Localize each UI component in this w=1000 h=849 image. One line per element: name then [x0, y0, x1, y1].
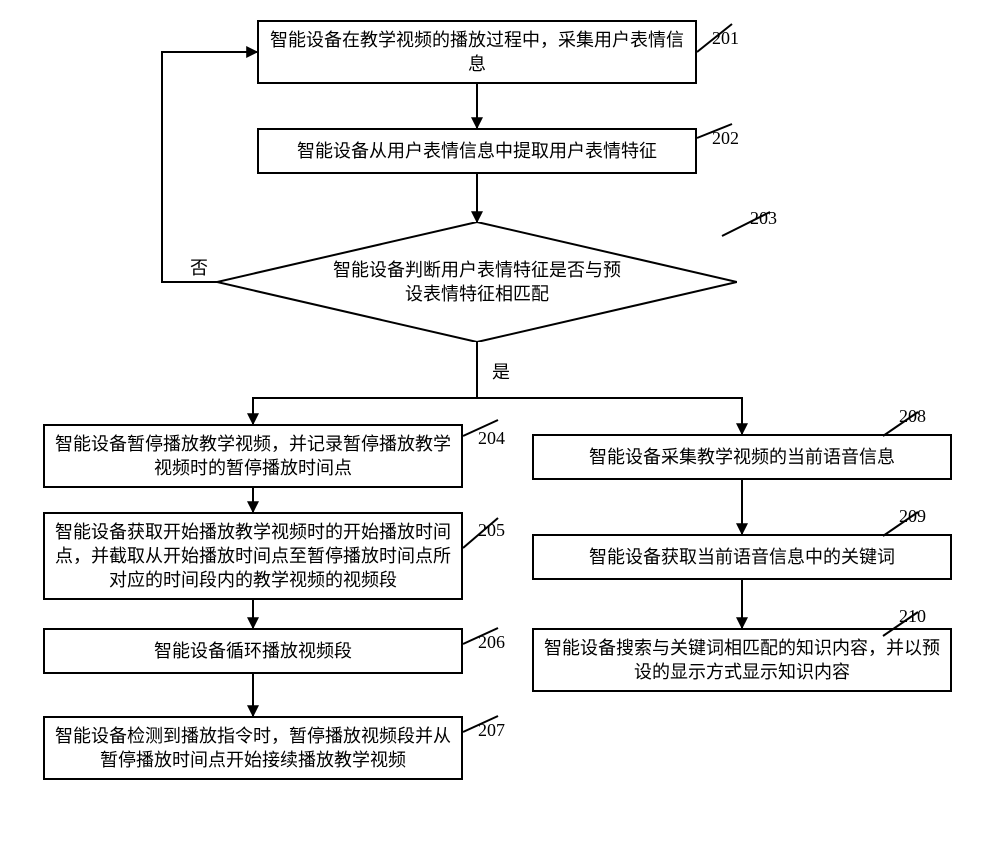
- node-202: 智能设备从用户表情信息中提取用户表情特征: [257, 128, 697, 174]
- node-207: 智能设备检测到播放指令时，暂停播放视频段并从暂停播放时间点开始接续播放教学视频: [43, 716, 463, 780]
- node-210: 智能设备搜索与关键词相匹配的知识内容，并以预设的显示方式显示知识内容: [532, 628, 952, 692]
- step-label-202: 202: [712, 128, 739, 149]
- node-205: 智能设备获取开始播放教学视频时的开始播放时间点，并截取从开始播放时间点至暂停播放…: [43, 512, 463, 600]
- node-209-text: 智能设备获取当前语音信息中的关键词: [589, 545, 895, 569]
- node-205-text: 智能设备获取开始播放教学视频时的开始播放时间点，并截取从开始播放时间点至暂停播放…: [53, 520, 453, 593]
- node-209: 智能设备获取当前语音信息中的关键词: [532, 534, 952, 580]
- node-204-text: 智能设备暂停播放教学视频，并记录暂停播放教学视频时的暂停播放时间点: [53, 432, 453, 481]
- node-206-text: 智能设备循环播放视频段: [154, 639, 352, 663]
- node-208-text: 智能设备采集教学视频的当前语音信息: [589, 445, 895, 469]
- step-label-208: 208: [899, 406, 926, 427]
- step-label-201: 201: [712, 28, 739, 49]
- node-202-text: 智能设备从用户表情信息中提取用户表情特征: [297, 139, 657, 163]
- node-203-text: 智能设备判断用户表情特征是否与预设表情特征相匹配: [327, 258, 627, 307]
- node-210-text: 智能设备搜索与关键词相匹配的知识内容，并以预设的显示方式显示知识内容: [542, 636, 942, 685]
- step-label-204: 204: [478, 428, 505, 449]
- step-label-207: 207: [478, 720, 505, 741]
- node-201-text: 智能设备在教学视频的播放过程中，采集用户表情信息: [267, 28, 687, 77]
- node-207-text: 智能设备检测到播放指令时，暂停播放视频段并从暂停播放时间点开始接续播放教学视频: [53, 724, 453, 773]
- step-label-203: 203: [750, 208, 777, 229]
- node-206: 智能设备循环播放视频段: [43, 628, 463, 674]
- node-204: 智能设备暂停播放教学视频，并记录暂停播放教学视频时的暂停播放时间点: [43, 424, 463, 488]
- node-203: 智能设备判断用户表情特征是否与预设表情特征相匹配: [217, 222, 737, 342]
- step-label-210: 210: [899, 606, 926, 627]
- edge-label-no: 否: [190, 254, 208, 280]
- step-label-209: 209: [899, 506, 926, 527]
- node-208: 智能设备采集教学视频的当前语音信息: [532, 434, 952, 480]
- step-label-205: 205: [478, 520, 505, 541]
- step-label-206: 206: [478, 632, 505, 653]
- edge-label-yes: 是: [492, 358, 510, 384]
- node-201: 智能设备在教学视频的播放过程中，采集用户表情信息: [257, 20, 697, 84]
